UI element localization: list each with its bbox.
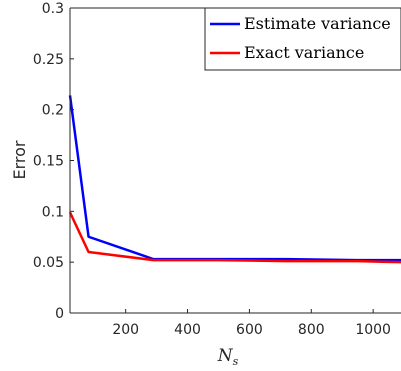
y-tick-label: 0.15 <box>33 154 64 170</box>
legend-box <box>204 7 401 71</box>
legend: Estimate variance Exact variance <box>204 7 401 71</box>
legend-label-exact-variance: Exact variance <box>244 43 364 62</box>
x-axis-label: Ns <box>217 346 239 368</box>
y-axis-label: Error <box>10 140 29 179</box>
x-tick-label: 1000 <box>355 322 391 338</box>
y-tick-label: 0.2 <box>42 103 64 119</box>
y-tick-label: 0 <box>55 306 64 322</box>
x-axis-label-sub: s <box>233 355 239 368</box>
x-tick-label: 800 <box>298 322 325 338</box>
y-tick-label: 0.3 <box>42 1 64 17</box>
y-tick-label: 0.1 <box>42 204 64 220</box>
ticks-layer: 200 400 600 800 1000 0 0.05 0.1 0.15 0.2 0.25 0.3 <box>33 1 391 338</box>
x-tick-label: 600 <box>236 322 263 338</box>
y-tick-label: 0.05 <box>33 255 64 271</box>
x-tick-label: 200 <box>112 322 139 338</box>
x-axis-label-main: N <box>217 346 234 366</box>
legend-label-estimate-variance: Estimate variance <box>244 14 391 33</box>
y-tick-label: 0.25 <box>33 52 64 68</box>
series-layer <box>68 95 401 264</box>
series-line-exact-variance <box>68 211 401 264</box>
x-tick-label: 400 <box>174 322 201 338</box>
